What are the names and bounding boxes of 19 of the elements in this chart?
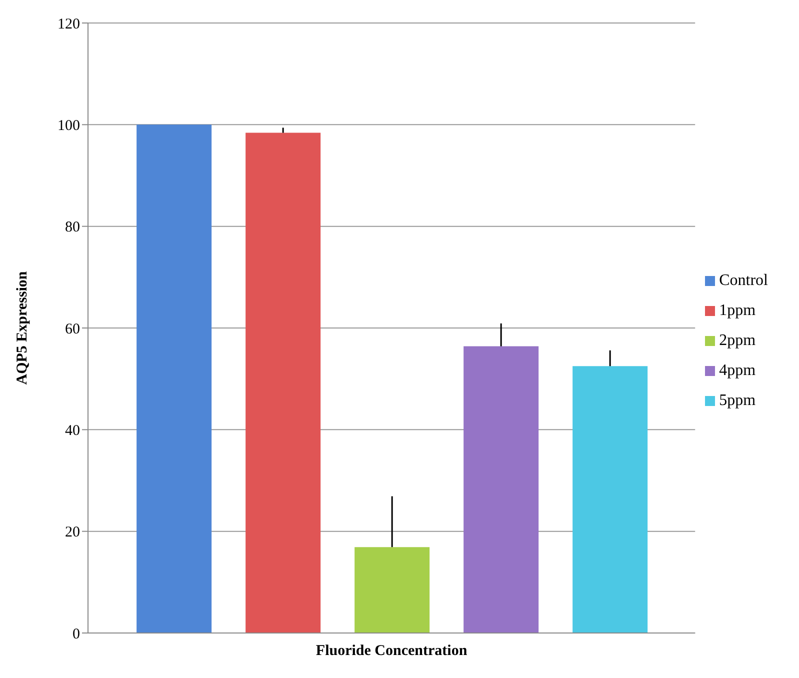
y-tick-label: 0 <box>72 626 80 642</box>
bar <box>246 132 321 633</box>
x-axis-title: Fluoride Concentration <box>316 643 468 659</box>
y-tick-label: 100 <box>58 118 80 134</box>
y-tick-label: 40 <box>65 422 80 439</box>
y-axis-title: AQP5 Expression <box>14 270 30 385</box>
legend-label: Control <box>719 272 768 288</box>
bar <box>354 547 430 633</box>
bar <box>136 124 212 633</box>
legend-label: 2ppm <box>719 332 756 348</box>
bar <box>464 346 539 633</box>
legend-label: 5ppm <box>719 392 756 408</box>
legend-label: 1ppm <box>719 302 756 318</box>
legend-label: 4ppm <box>719 362 756 378</box>
y-tick-label: 120 <box>58 16 80 32</box>
y-tick-label: 20 <box>65 524 80 541</box>
y-tick-label: 60 <box>65 321 80 338</box>
bar <box>572 366 648 633</box>
y-tick-label: 80 <box>65 220 80 236</box>
